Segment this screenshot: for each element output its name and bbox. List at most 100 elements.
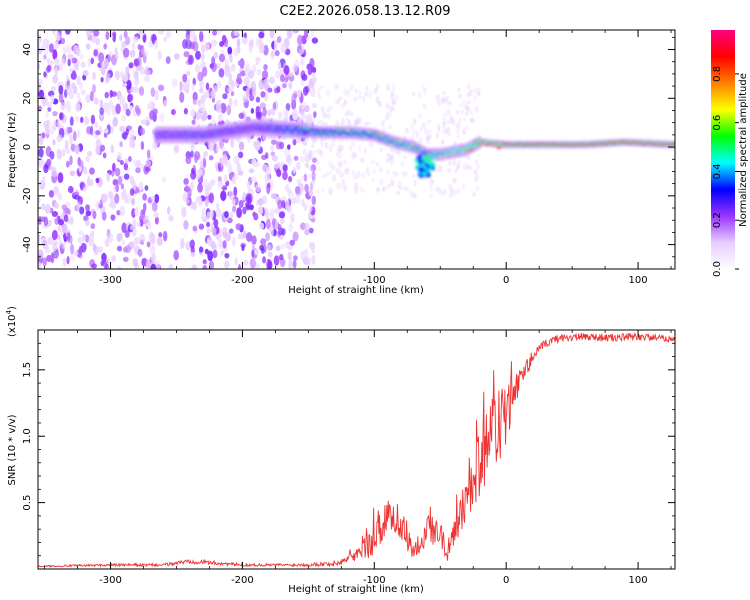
spectrogram-noise-blob: [43, 120, 48, 129]
ridge-core: [422, 170, 427, 176]
spectrogram-noise-blob: [229, 212, 234, 219]
spectrogram-noise-blob: [218, 68, 225, 78]
ridge-core: [425, 155, 430, 161]
spectrogram-noise-blob: [337, 150, 343, 159]
spectrogram-noise-blob: [345, 117, 350, 123]
spectrogram-noise-blob: [224, 174, 228, 183]
spectrogram-noise-blob: [288, 81, 293, 90]
spectrogram-noise-blob: [135, 167, 141, 174]
spectrogram-noise-blob: [209, 179, 216, 186]
spectrogram-noise-blob: [370, 158, 376, 165]
spectrogram-noise-blob: [89, 167, 95, 175]
spectrogram-noise-blob: [215, 101, 220, 110]
spectrogram-noise-blob: [150, 253, 157, 262]
spectrogram-noise-blob: [103, 102, 109, 111]
spectrogram-noise-blob: [85, 43, 91, 50]
spectrogram-noise-blob: [38, 136, 44, 146]
spectrogram-noise-blob: [134, 75, 140, 87]
spectrogram-noise-blob: [270, 180, 274, 189]
spectrogram-noise-blob: [418, 113, 423, 120]
spectrogram-noise-blob: [455, 122, 461, 129]
spectrogram-noise-blob: [240, 70, 247, 77]
spectrogram-noise-blob: [263, 64, 268, 71]
spectrogram-noise-blob: [122, 47, 130, 58]
spectrogram-noise-blob: [280, 74, 285, 83]
x-tick-label: 100: [629, 575, 648, 586]
y-tick-label: 0: [22, 144, 33, 150]
spectrogram-noise-blob: [217, 113, 223, 123]
spectrogram-noise-blob: [345, 109, 351, 117]
spectrogram-noise-blob: [48, 166, 54, 172]
spectrogram-noise-blob: [122, 238, 126, 246]
spectrogram-noise-blob: [234, 257, 238, 266]
spectrogram-noise-blob: [180, 238, 185, 250]
spectrogram-noise-blob: [465, 91, 471, 98]
spectrogram-noise-blob: [473, 87, 478, 94]
spectrogram-noise-blob: [211, 39, 218, 47]
spectrogram-noise-blob: [326, 113, 331, 119]
spectrogram-noise-blob: [77, 159, 84, 167]
spectrogram-noise-blob: [168, 214, 174, 222]
spectrogram-noise-blob: [238, 200, 244, 208]
spectrogram-noise-blob: [391, 84, 396, 92]
spectrogram-noise-blob: [52, 111, 58, 117]
spectrogram-noise-blob: [260, 238, 267, 245]
spectrogram-noise-blob: [207, 250, 214, 262]
spectrogram-noise-blob: [103, 128, 109, 134]
spectrogram-noise-blob: [324, 143, 328, 149]
spectrogram-noise-blob: [181, 206, 187, 218]
spectrogram-noise-blob: [293, 93, 298, 99]
spectrogram-noise-blob: [202, 110, 208, 121]
spectrogram-noise-blob: [91, 263, 97, 269]
spectrogram-noise-blob: [442, 90, 446, 96]
spectrogram-noise-blob: [468, 110, 474, 116]
spectrogram-noise-blob: [233, 186, 238, 197]
spectrogram-noise-blob: [367, 90, 373, 98]
spectrogram-noise-blob: [139, 163, 144, 169]
spectrogram-noise-blob: [248, 45, 253, 53]
spectrogram-noise-blob: [365, 168, 369, 174]
spectrogram-noise-blob: [76, 75, 81, 86]
spectrogram-noise-blob: [137, 56, 142, 67]
spectrogram-noise-blob: [418, 136, 423, 144]
spectrogram-noise-blob: [157, 50, 162, 61]
spectrogram-noise-blob: [304, 222, 310, 231]
spectrogram-noise-blob: [47, 64, 52, 72]
y-tick-label: 40: [22, 43, 33, 56]
spectrogram-noise-blob: [79, 82, 83, 90]
colorbar-ticks: 0.0 0.2 0.4 0.6 0.8: [712, 66, 739, 277]
spectrogram-noise-blob: [261, 247, 265, 254]
ridge-core: [672, 142, 675, 146]
spectrogram-noise-blob: [72, 70, 77, 76]
spectrogram-noise-blob: [230, 139, 235, 148]
spectrogram-noise-blob: [117, 265, 122, 269]
spectrogram-noise-blob: [426, 119, 432, 125]
spectrogram-noise-blob: [385, 157, 390, 163]
spectrogram-noise-blob: [293, 155, 299, 161]
spectrogram-noise-blob: [242, 191, 247, 201]
spectrogram-noise-blob: [51, 242, 58, 252]
spectrogram-noise-blob: [48, 43, 54, 53]
spectrogram-noise-blob: [190, 171, 197, 180]
spectrogram-noise-blob: [218, 53, 226, 63]
spectrogram-noise-blob: [120, 183, 125, 190]
spectrogram-noise-blob: [52, 139, 56, 146]
spectrogram-noise-blob: [340, 118, 345, 126]
spectrogram-noise-blob: [335, 152, 339, 157]
spectrogram-noise-blob: [76, 92, 80, 98]
spectrogram-noise-blob: [392, 170, 397, 178]
spectrogram-noise-blob: [129, 94, 134, 102]
spectrogram-noise-blob: [88, 238, 95, 247]
spectrogram-noise-blob: [311, 195, 317, 206]
spectrogram-noise-blob: [119, 99, 126, 106]
spectrogram-noise-blob: [308, 227, 314, 234]
spectrogram-noise-blob: [154, 40, 159, 50]
spectrogram-noise-blob: [241, 244, 245, 252]
spectrogram-noise-blob: [441, 97, 446, 105]
ridge-core: [431, 155, 436, 161]
spectrogram-noise-blob: [243, 32, 247, 38]
spectrogram-noise-blob: [294, 186, 301, 194]
spectrogram-noise-blob: [311, 246, 316, 254]
spectrogram-noise-blob: [258, 31, 265, 39]
spectrogram-noise-blob: [458, 103, 462, 109]
